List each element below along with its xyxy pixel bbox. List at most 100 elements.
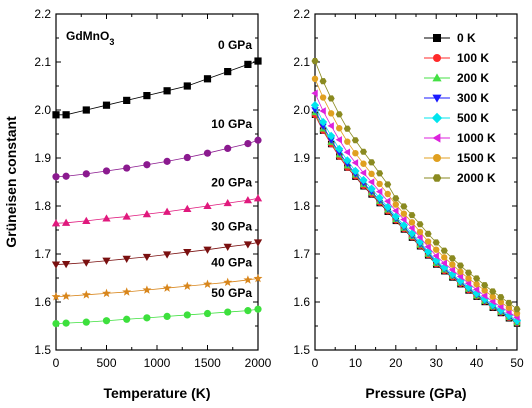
data-point xyxy=(203,75,212,83)
y-tick-label: 2.0 xyxy=(293,103,310,117)
data-point xyxy=(351,166,360,176)
x-tick-label: 10 xyxy=(349,356,363,370)
data-point xyxy=(344,138,351,145)
data-point xyxy=(489,293,496,300)
data-point xyxy=(335,111,343,118)
data-point xyxy=(400,215,407,224)
data-point xyxy=(449,261,456,268)
temperature-panel: 0 500 1000 1500 2000 1.5 1.6 1.7 1.8 1.9 2.0 2.1 2.2… xyxy=(3,7,272,401)
data-point xyxy=(122,255,131,263)
right-x-axis-title: Pressure (GPa) xyxy=(365,385,466,401)
legend-marker xyxy=(433,54,441,62)
data-point xyxy=(82,106,90,114)
data-point xyxy=(143,161,151,169)
data-point xyxy=(327,122,334,130)
data-point xyxy=(432,239,440,246)
data-point xyxy=(416,228,424,236)
data-point xyxy=(384,190,391,198)
series-line xyxy=(55,278,259,298)
data-point xyxy=(352,150,359,157)
data-point xyxy=(343,156,352,165)
data-point xyxy=(376,180,383,188)
data-point xyxy=(82,170,90,178)
data-point xyxy=(52,111,60,119)
legend-label: 1000 K xyxy=(457,131,496,145)
data-point xyxy=(456,262,464,269)
pressure-label: 30 GPa xyxy=(211,219,252,233)
pressure-label: 40 GPa xyxy=(211,255,252,269)
data-point xyxy=(424,230,432,237)
data-point xyxy=(122,212,131,220)
pressure-label: 50 GPa xyxy=(211,286,252,300)
data-point xyxy=(203,309,212,318)
data-point xyxy=(440,247,448,254)
data-point xyxy=(505,299,513,307)
data-point xyxy=(473,275,481,282)
data-point xyxy=(408,219,416,226)
x-tick-label: 0 xyxy=(53,356,60,370)
data-point xyxy=(360,160,367,167)
data-point xyxy=(489,288,497,295)
data-point xyxy=(61,261,71,269)
data-point xyxy=(319,107,326,115)
data-point xyxy=(473,281,480,288)
data-point xyxy=(368,159,376,166)
data-point xyxy=(52,173,60,181)
data-point xyxy=(102,257,111,265)
data-point xyxy=(311,89,318,97)
data-point xyxy=(61,291,71,301)
data-point xyxy=(310,101,320,110)
data-point xyxy=(254,305,262,313)
data-point xyxy=(505,304,513,311)
pressure-label: 20 GPa xyxy=(211,175,252,189)
data-point xyxy=(244,140,252,148)
series-50-gpa xyxy=(52,305,262,328)
data-point xyxy=(254,57,262,65)
data-point xyxy=(182,281,192,290)
data-point xyxy=(253,239,263,247)
data-point xyxy=(203,201,212,210)
data-point xyxy=(62,319,70,327)
data-point xyxy=(102,101,111,109)
legend-item: 500 K xyxy=(424,111,489,125)
data-point xyxy=(383,202,392,212)
data-point xyxy=(448,255,456,262)
data-point xyxy=(335,136,342,144)
data-point xyxy=(51,219,61,227)
legend-item: 1000 K xyxy=(424,131,496,145)
data-point xyxy=(343,125,351,132)
legend-item: 100 K xyxy=(424,51,489,65)
data-point xyxy=(162,251,172,259)
pressure-label: 0 GPa xyxy=(218,38,252,52)
data-point xyxy=(82,318,90,326)
data-point xyxy=(162,207,172,215)
series-0-gpa xyxy=(52,57,262,119)
data-point xyxy=(448,266,456,274)
data-point xyxy=(243,275,253,284)
data-point xyxy=(456,276,465,286)
series-line xyxy=(55,197,259,224)
data-point xyxy=(243,196,253,204)
legend-marker xyxy=(432,73,442,82)
data-point xyxy=(384,197,391,205)
data-point xyxy=(497,298,505,306)
data-point xyxy=(102,317,111,325)
data-point xyxy=(457,268,464,275)
y-tick-label: 1.6 xyxy=(34,295,51,309)
series-20-gpa xyxy=(51,194,263,227)
legend-item: 1500 K xyxy=(424,151,496,165)
data-point xyxy=(311,75,319,83)
legend-marker xyxy=(432,94,442,103)
data-point xyxy=(416,221,424,228)
series-10-gpa xyxy=(52,136,262,181)
y-tick-label: 1.9 xyxy=(293,151,310,165)
data-point xyxy=(183,82,191,90)
data-point xyxy=(440,259,447,267)
series-30-gpa xyxy=(51,239,263,269)
data-point xyxy=(359,175,368,185)
data-point xyxy=(123,164,131,172)
pressure-label: 10 GPa xyxy=(211,117,252,131)
legend-label: 100 K xyxy=(457,51,489,65)
legend-marker xyxy=(432,133,441,143)
data-point xyxy=(441,254,448,261)
